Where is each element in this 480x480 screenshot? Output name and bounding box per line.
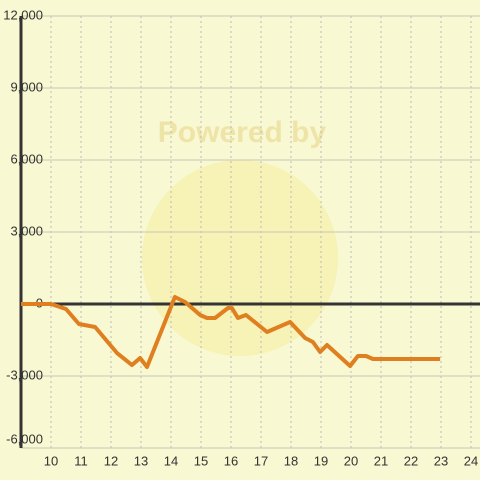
x-tick-label: 21 (374, 453, 388, 468)
x-tick-label: 24 (464, 453, 478, 468)
watermark: Powered by (158, 116, 327, 149)
data-line (21, 294, 441, 369)
x-tick-label: 20 (344, 453, 358, 468)
x-tick-label: 18 (284, 453, 298, 468)
x-tick-label: 15 (194, 453, 208, 468)
x-tick-label: 19 (314, 453, 328, 468)
y-tick-label: 12,000 (3, 7, 43, 22)
x-tick-label: 16 (224, 453, 238, 468)
x-tick-label: 11 (74, 453, 88, 468)
y-tick-label: -6,000 (6, 431, 43, 446)
x-tick-label: 10 (44, 453, 58, 468)
x-tick-label: 14 (164, 453, 178, 468)
y-tick-label: 3,000 (10, 223, 43, 238)
x-tick-label: 12 (104, 453, 118, 468)
y-tick-label: 6,000 (10, 151, 43, 166)
x-tick-label: 22 (404, 453, 418, 468)
x-tick-label: 13 (134, 453, 148, 468)
y-tick-label: -3,000 (6, 367, 43, 382)
x-tick-label: 17 (254, 453, 268, 468)
y-tick-label: 9,000 (10, 79, 43, 94)
x-tick-label: 23 (434, 453, 448, 468)
